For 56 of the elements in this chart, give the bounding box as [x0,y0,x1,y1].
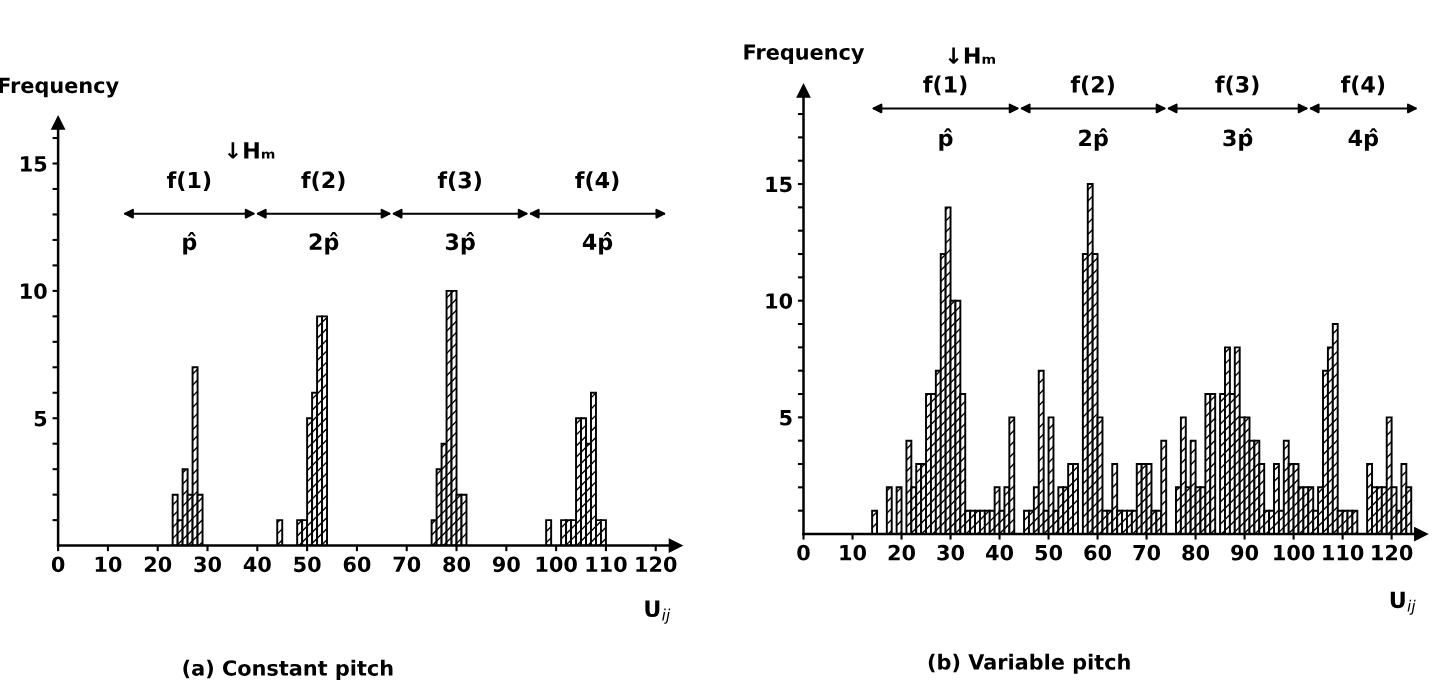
y-tick-label: 15 [21,156,47,172]
annotation: f(2) [301,171,345,192]
x-tick-label: 120 [636,556,677,573]
text: (b) Variable pitch [928,653,1130,674]
text: (a) Constant pitch [183,659,393,680]
annotation: ↓Hₘ [227,142,275,159]
annotation: 4p̂ [582,232,613,255]
x-tick-label: 110 [586,556,627,573]
annotation: f(2) [1070,75,1114,96]
x-tick-label: 10 [95,556,122,573]
x-tick-label: 80 [443,556,471,573]
annotation: p̂ [183,232,197,255]
x-axis-title: U$_{ij}$ [645,600,671,624]
x-tick-label: 20 [888,544,916,561]
annotation: p̂ [939,128,953,151]
x-tick-label: 30 [937,544,965,561]
x-tick-label: 40 [243,556,271,573]
annotation: 3p̂ [1223,128,1253,151]
annotation: f(1) [167,171,211,192]
annotation: f(1) [923,75,967,96]
y-axis-title: Frequency [0,77,119,98]
x-tick-label: 70 [393,556,421,573]
x-tick-label: 80 [1182,544,1210,561]
y-tick-label: 5 [780,410,792,426]
annotation: 2p̂ [309,232,339,255]
annotation: 3p̂ [445,232,475,255]
y-tick-label: 10 [766,293,793,309]
x-tick-label: 110 [1323,544,1364,561]
annotation: f(3) [437,171,481,192]
annotation: 2p̂ [1079,128,1108,151]
x-tick-label: 60 [343,556,371,573]
text: ↓Hₘ [948,47,995,64]
y-tick-label: 10 [21,283,47,300]
y-tick-label: 15 [766,176,792,193]
annotation: f(4) [1341,75,1385,96]
x-tick-label: 50 [1035,544,1063,561]
x-tick-label: 60 [1084,544,1112,561]
x-tick-label: 40 [985,544,1014,561]
annotation: 4p̂ [1348,128,1378,151]
x-tick-label: 70 [1133,544,1161,561]
x-tick-label: 120 [1372,544,1413,561]
x-tick-label: 50 [294,556,321,573]
x-tick-label: 90 [1231,544,1259,561]
x-tick-label: 10 [840,544,867,561]
x-tick-label: 0 [797,544,810,561]
x-tick-label: 100 [536,556,577,573]
y-axis-title: Frequency [744,44,865,65]
x-tick-label: 90 [492,556,520,573]
x-axis-title: U$_{ij}$ [1390,591,1416,615]
annotation: f(4) [575,171,619,192]
x-tick-label: 20 [144,556,172,573]
x-tick-label: 0 [51,556,65,573]
x-tick-label: 100 [1274,544,1315,561]
annotation: f(3) [1215,75,1259,96]
y-tick-label: 5 [34,410,47,427]
x-tick-label: 30 [194,556,222,573]
